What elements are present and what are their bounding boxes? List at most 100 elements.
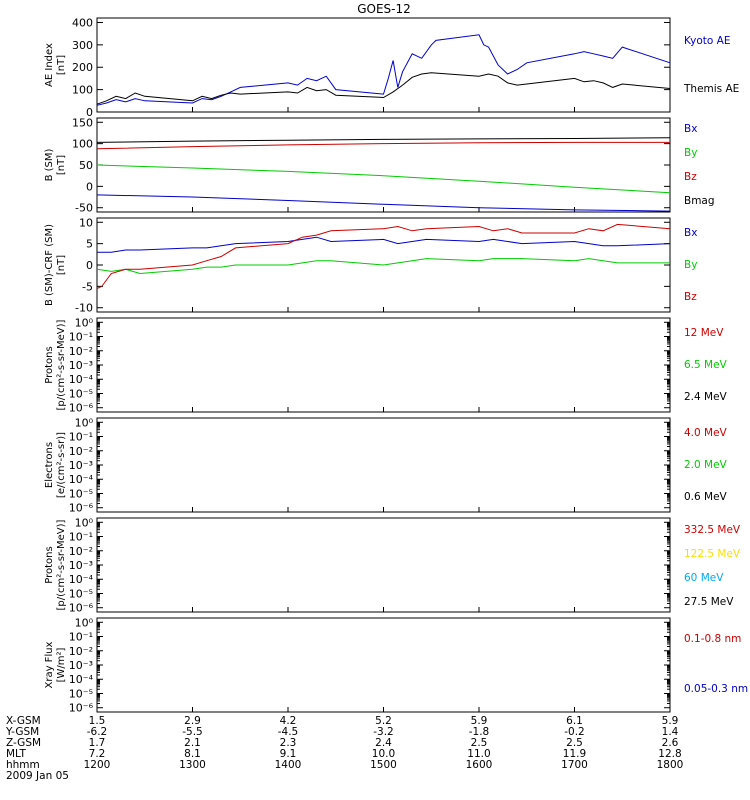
y-tick-label: 10⁻⁶ [69, 602, 94, 615]
y-axis-label: [nT] [56, 155, 67, 175]
x-tick-value: -6.2 [87, 726, 108, 738]
x-tick-value: 1300 [179, 759, 206, 771]
x-row-label: hhmm [6, 759, 40, 771]
y-axis-label: Xray Flux [44, 641, 55, 688]
x-tick-value: -1.8 [469, 726, 490, 738]
y-axis-label: B (SM)-CRF (SM) [44, 224, 55, 306]
y-tick-label: 150 [72, 116, 93, 129]
y-axis-label: [p/(cm²-s-sr-MeV)] [56, 319, 67, 410]
series-line-bx [97, 236, 671, 253]
legend-entry: 27.5 MeV [684, 596, 734, 608]
x-tick-value: -0.2 [564, 726, 585, 738]
x-row-label: X-GSM [6, 715, 41, 727]
panel-ae: 0 100 200 300 400 AE Index [nT] Kyoto AE Themis … [44, 16, 739, 119]
series-line-by [96, 164, 671, 194]
x-tick-value: 7.2 [89, 748, 106, 760]
x-tick-value: 2.6 [662, 737, 679, 749]
x-row-label: Z-GSM [6, 737, 41, 749]
date-label: 2009 Jan 05 [6, 770, 69, 782]
y-tick-label: 10⁰ [75, 416, 94, 429]
series-line-bx [96, 194, 671, 212]
series-line-bmag [96, 137, 671, 143]
y-tick-label: 10⁻³ [69, 659, 93, 672]
y-tick-label: 10 [79, 216, 93, 229]
panel-frame [96, 117, 671, 213]
y-tick-label: 100 [72, 138, 93, 151]
y-tick-label: 10⁻⁶ [69, 502, 94, 515]
x-tick-value: 5.9 [662, 715, 679, 727]
x-tick-value: 9.1 [280, 748, 297, 760]
legend-entry: 0.1-0.8 nm [684, 633, 741, 645]
y-axis-label: [nT] [56, 255, 67, 275]
y-tick-label: 10⁻³ [69, 459, 93, 472]
y-tick-label: 10⁻³ [69, 359, 93, 372]
y-axis-label: B (SM) [44, 148, 55, 181]
x-tick-value: 2.5 [566, 737, 583, 749]
x-tick-value: 11.9 [563, 748, 586, 760]
x-tick-value: 8.1 [184, 748, 201, 760]
legend-entry: Bz [684, 291, 697, 303]
legend-entry: Bmag [684, 195, 715, 207]
x-tick-value: 1.5 [89, 715, 106, 727]
legend-entry: 0.6 MeV [684, 491, 728, 503]
y-tick-label: 5 [86, 238, 93, 251]
y-axis-label: [p/(cm²-s-sr-MeV)] [56, 519, 67, 610]
y-tick-label: 0 [86, 259, 93, 272]
panel-frame [96, 517, 671, 613]
y-axis-label: Protons [44, 546, 55, 583]
x-tick-value: 5.9 [471, 715, 488, 727]
legend-entry: 12 MeV [684, 327, 724, 339]
x-tick-value: 1200 [84, 759, 111, 771]
panel-b: -50 0 50 100 150 B (SM) [nT] Bx By Bz Bmag [44, 116, 715, 214]
y-tick-label: 10⁻⁴ [69, 573, 94, 586]
legend-entry: 2.0 MeV [684, 459, 728, 471]
y-tick-label: 10⁻¹ [69, 431, 93, 444]
legend-entry: Bz [684, 171, 697, 183]
y-tick-label: 10⁰ [75, 616, 94, 629]
x-row-label: MLT [6, 748, 26, 760]
plot-title: GOES-12 [357, 2, 411, 16]
panel-frame [96, 617, 671, 713]
legend-entry: By [684, 259, 697, 271]
y-tick-label: 10⁻⁵ [69, 687, 93, 700]
y-tick-label: 10⁻¹ [69, 631, 93, 644]
legend-entry: 0.05-0.3 nm [684, 683, 748, 695]
y-tick-label: 300 [72, 39, 93, 52]
y-tick-label: 10⁰ [75, 316, 94, 329]
legend-entry: 4.0 MeV [684, 427, 728, 439]
x-tick-value: 1800 [657, 759, 684, 771]
panel-frame [96, 317, 671, 413]
series-line-bz [96, 223, 671, 289]
x-tick-value: 5.2 [375, 715, 392, 727]
y-axis-label: [W/m²] [56, 647, 67, 682]
x-tick-value: 6.1 [566, 715, 583, 727]
x-tick-value: 11.0 [467, 748, 490, 760]
y-tick-label: 10⁻⁶ [69, 402, 94, 415]
x-tick-value: 2.1 [184, 737, 201, 749]
y-tick-label: 10⁻⁵ [69, 487, 93, 500]
y-tick-label: 200 [72, 61, 93, 74]
series-line-themis-ae [96, 72, 671, 105]
legend-entry: Bx [684, 123, 697, 135]
legend-entry: 60 MeV [684, 572, 724, 584]
legend-entry: 122.5 MeV [684, 548, 741, 560]
x-tick-value: 4.2 [280, 715, 297, 727]
x-tick-value: 2.9 [184, 715, 201, 727]
x-tick-value: -5.5 [182, 726, 203, 738]
legend-entry: 6.5 MeV [684, 359, 728, 371]
y-tick-label: -10 [75, 302, 93, 315]
y-tick-label: 10⁻² [69, 545, 93, 558]
x-tick-value: 1500 [370, 759, 397, 771]
y-axis-label: Electrons [44, 442, 55, 488]
x-tick-value: 10.0 [372, 748, 395, 760]
legend-entry: Kyoto AE [684, 35, 730, 47]
panel-protons1: 10⁰ 10⁻¹10⁻²10⁻³10⁻⁴10⁻⁵ 10⁻⁶ Protons [p/(cm… [44, 316, 728, 414]
legend-entry: 332.5 MeV [684, 524, 741, 536]
panel-frame [96, 417, 671, 513]
y-tick-label: 10⁻¹ [69, 331, 93, 344]
y-axis-label: [nT] [56, 55, 67, 75]
y-axis-label: [e/(cm²-s-sr)] [56, 432, 67, 498]
y-axis-label: Protons [44, 346, 55, 383]
